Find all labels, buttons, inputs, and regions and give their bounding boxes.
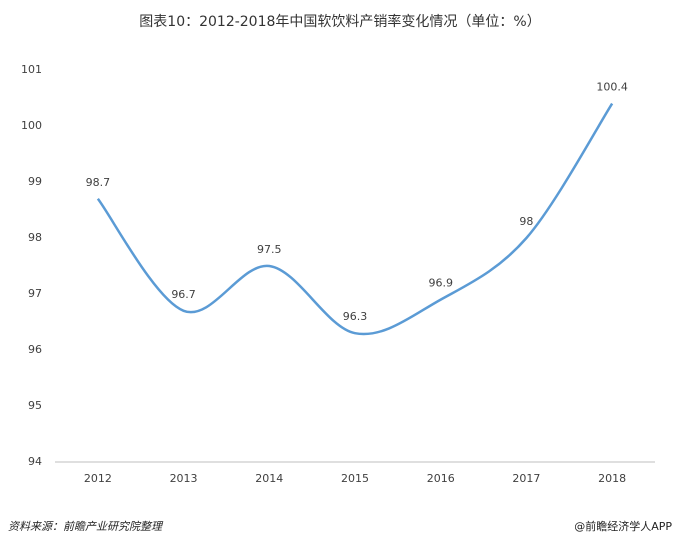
x-tick-label: 2014	[255, 472, 283, 485]
y-tick-label: 94	[28, 455, 42, 468]
x-tick-label: 2013	[170, 472, 198, 485]
credit: @前瞻经济学人APP	[574, 519, 672, 533]
x-tick-label: 2015	[341, 472, 369, 485]
line	[96, 102, 614, 336]
chart-title: 图表10：2012-2018年中国软饮料产销率变化情况（单位：%）	[139, 13, 540, 30]
data-label: 96.9	[428, 277, 453, 290]
x-tick-label: 2016	[427, 472, 455, 485]
data-label: 98.7	[86, 176, 111, 189]
y-tick-label: 96	[28, 343, 42, 356]
data-label: 97.5	[257, 243, 282, 256]
data-label: 96.7	[171, 288, 196, 301]
y-tick-label: 97	[28, 287, 42, 300]
source: 资料来源：前瞻产业研究院整理	[8, 520, 164, 533]
y-tick-label: 100	[21, 119, 42, 132]
data-label: 100.4	[596, 81, 628, 94]
y-tick-label: 99	[28, 175, 42, 188]
y-tick-label: 98	[28, 231, 42, 244]
x-tick-label: 2017	[512, 472, 540, 485]
data-label: 98	[519, 215, 533, 228]
y-tick-label: 101	[21, 63, 42, 76]
x-tick-label: 2018	[598, 472, 626, 485]
x-tick-label: 2012	[84, 472, 112, 485]
data-label: 96.3	[343, 310, 368, 323]
y-tick-label: 95	[28, 399, 42, 412]
